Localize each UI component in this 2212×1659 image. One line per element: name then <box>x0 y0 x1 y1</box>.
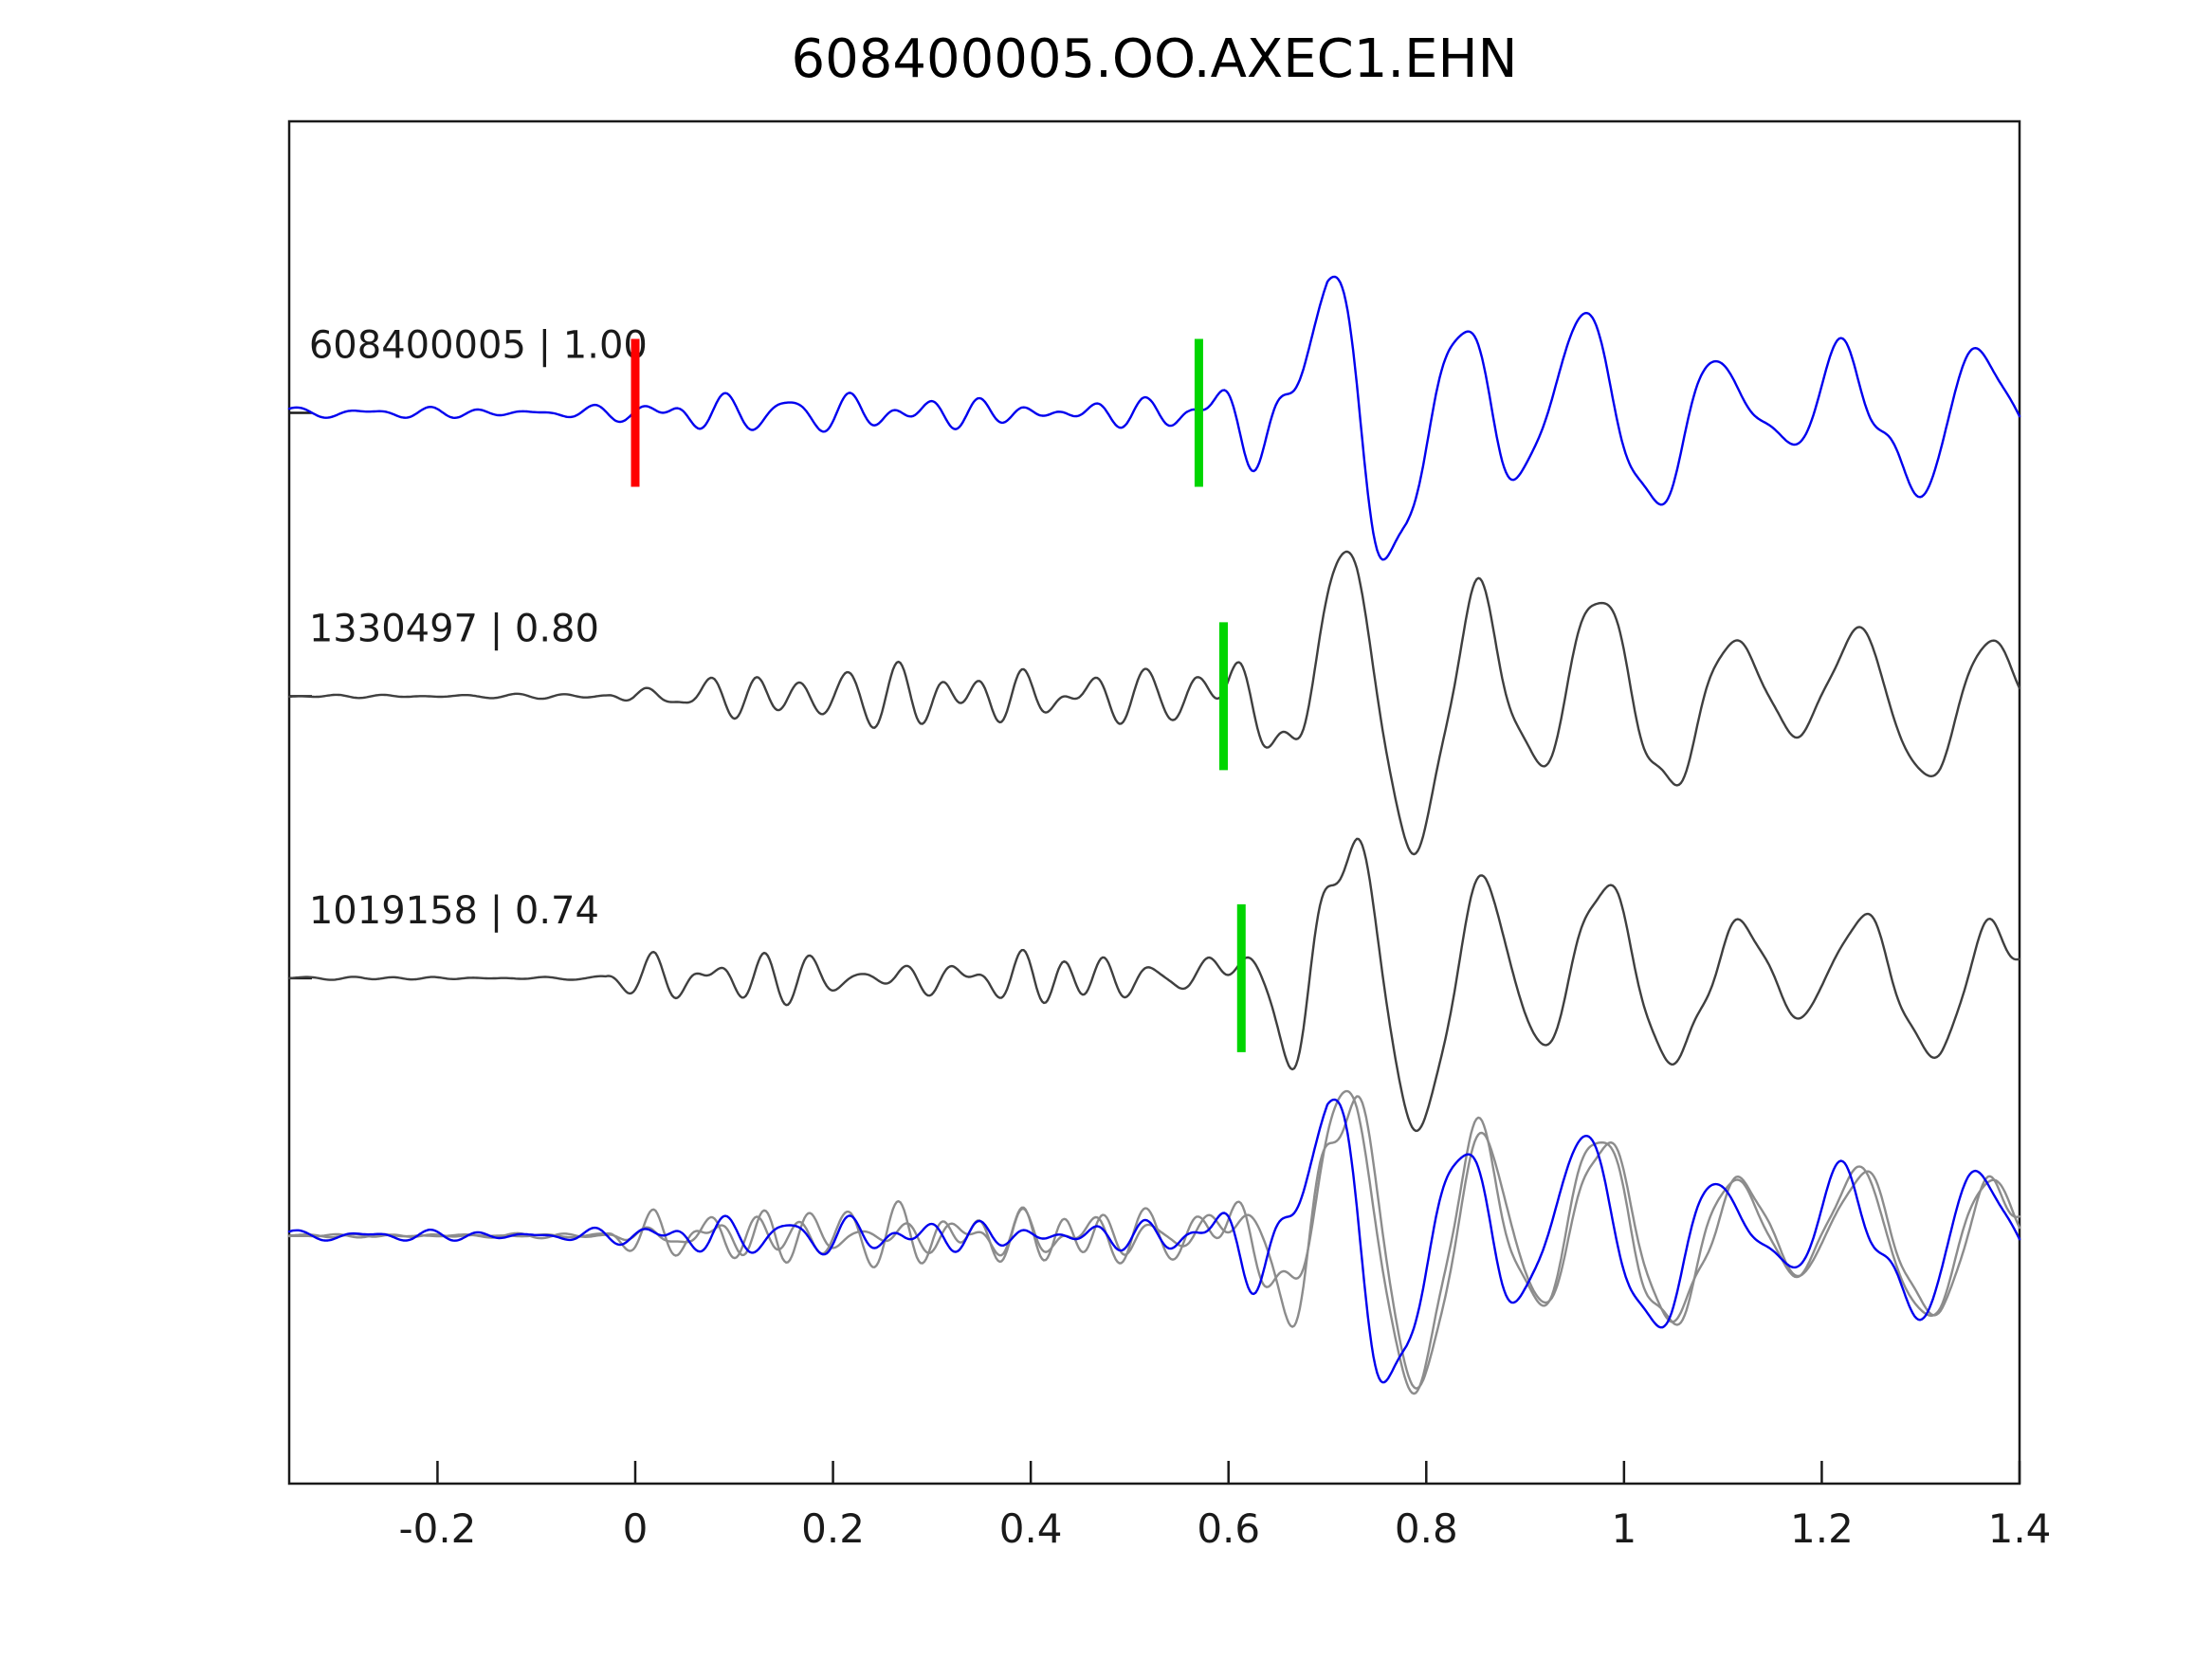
x-tick-label: 0.2 <box>801 1505 865 1552</box>
x-tick-label: 1.2 <box>1790 1505 1854 1552</box>
trace-1019158 <box>287 837 2021 1133</box>
overlay-trace-608400005 <box>287 1098 2021 1384</box>
figure-title: 608400005.OO.AXEC1.EHN <box>791 28 1518 90</box>
x-tick-label: 0.6 <box>1197 1505 1260 1552</box>
x-tick-label: 0.8 <box>1395 1505 1458 1552</box>
x-tick-label: 0.4 <box>999 1505 1063 1552</box>
x-tick-label: 1 <box>1611 1505 1636 1552</box>
plot-border <box>287 119 2021 1486</box>
trace-label-1019158: 1019158 | 0.74 <box>309 889 599 933</box>
trace-608400005 <box>287 275 2021 561</box>
trace-label-608400005: 608400005 | 1.00 <box>309 324 648 368</box>
trace-1330497 <box>287 550 2021 856</box>
x-tick-label: 0 <box>623 1505 649 1552</box>
x-tick-label: -0.2 <box>398 1505 476 1552</box>
x-tick-label: 1.4 <box>1988 1505 2052 1552</box>
trace-label-1330497: 1330497 | 0.80 <box>309 607 599 650</box>
